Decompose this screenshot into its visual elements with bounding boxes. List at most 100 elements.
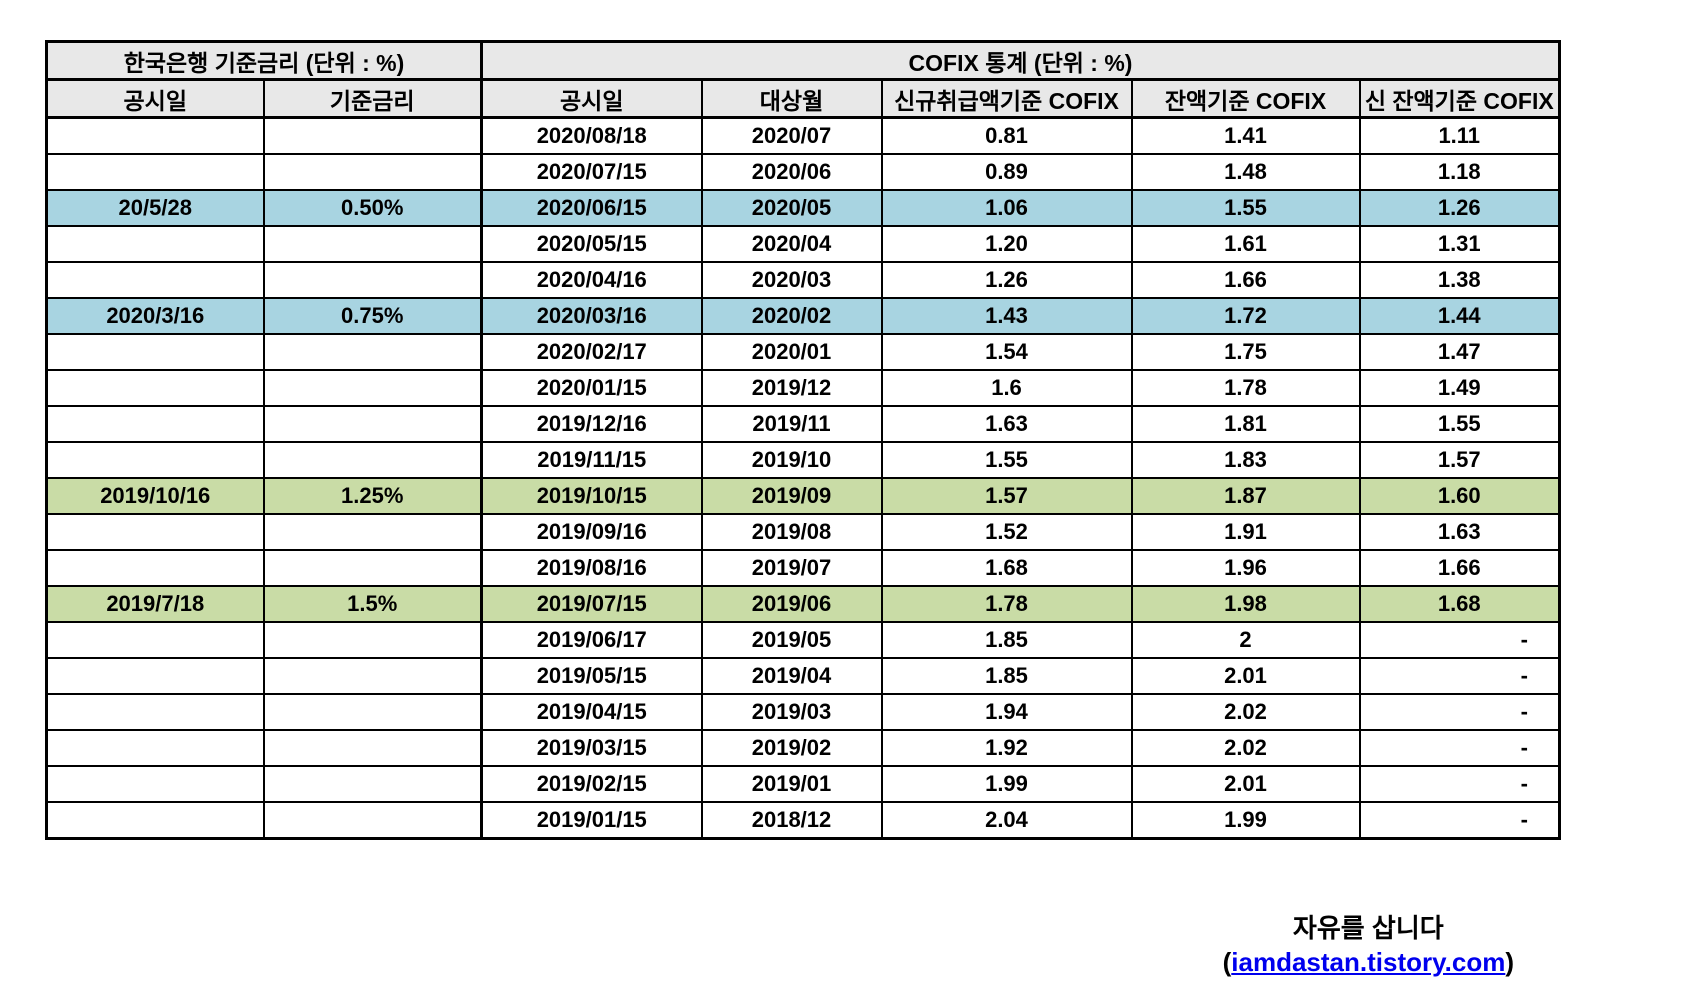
table-row: 20/5/28 0.50% 2020/06/15 2020/05 1.06 1.… xyxy=(45,189,1561,227)
cell-bok-announce-date: 20/5/28 xyxy=(45,189,265,227)
cell-cofix-announce-date: 2020/08/18 xyxy=(480,116,703,155)
cell-cofix-announce-date: 2020/02/17 xyxy=(480,333,703,371)
col-header-base-rate: 기준금리 xyxy=(262,78,483,119)
cell-base-rate xyxy=(262,405,483,443)
bok-base-rate-title: 한국은행 기준금리 (단위 : %) xyxy=(45,40,483,81)
cell-target-month: 2019/11 xyxy=(700,405,883,443)
cell-base-rate xyxy=(262,333,483,371)
cell-balance-cofix: 1.98 xyxy=(1130,585,1361,623)
cell-bok-announce-date xyxy=(45,333,265,371)
cell-new-balance-cofix: 1.11 xyxy=(1358,116,1561,155)
cell-cofix-announce-date: 2020/03/16 xyxy=(480,297,703,335)
cell-target-month: 2020/07 xyxy=(700,116,883,155)
table-row: 2019/04/15 2019/03 1.94 2.02 - xyxy=(45,693,1561,731)
cell-base-rate xyxy=(262,153,483,191)
cell-new-balance-cofix: 1.44 xyxy=(1358,297,1561,335)
footer: 자유를 삽니다 (iamdastan.tistory.com) xyxy=(1223,912,1514,980)
column-header-row: 공시일 기준금리 공시일 대상월 신규취급액기준 COFIX 잔액기준 COFI… xyxy=(45,78,1561,119)
cell-cofix-announce-date: 2019/03/15 xyxy=(480,729,703,767)
cell-base-rate: 0.50% xyxy=(262,189,483,227)
cell-base-rate xyxy=(262,549,483,587)
col-header-balance-cofix: 잔액기준 COFIX xyxy=(1130,78,1361,119)
cell-base-rate: 1.5% xyxy=(262,585,483,623)
table-row: 2020/04/16 2020/03 1.26 1.66 1.38 xyxy=(45,261,1561,299)
table-row: 2020/01/15 2019/12 1.6 1.78 1.49 xyxy=(45,369,1561,407)
cell-new-cofix: 1.68 xyxy=(880,549,1133,587)
cell-bok-announce-date xyxy=(45,549,265,587)
cell-new-cofix: 1.6 xyxy=(880,369,1133,407)
footer-blog-link[interactable]: iamdastan.tistory.com xyxy=(1231,946,1506,977)
cell-target-month: 2019/10 xyxy=(700,441,883,479)
cell-bok-announce-date xyxy=(45,801,265,840)
table-row: 2020/07/15 2020/06 0.89 1.48 1.18 xyxy=(45,153,1561,191)
col-header-new-balance-cofix: 신 잔액기준 COFIX xyxy=(1358,78,1561,119)
table-row: 2020/3/16 0.75% 2020/03/16 2020/02 1.43 … xyxy=(45,297,1561,335)
cell-new-balance-cofix: - xyxy=(1358,657,1561,695)
cell-new-cofix: 1.94 xyxy=(880,693,1133,731)
cell-cofix-announce-date: 2019/06/17 xyxy=(480,621,703,659)
cell-base-rate xyxy=(262,441,483,479)
cell-bok-announce-date xyxy=(45,513,265,551)
cell-base-rate xyxy=(262,513,483,551)
cell-bok-announce-date: 2020/3/16 xyxy=(45,297,265,335)
table-row: 2019/09/16 2019/08 1.52 1.91 1.63 xyxy=(45,513,1561,551)
table-row: 2019/08/16 2019/07 1.68 1.96 1.66 xyxy=(45,549,1561,587)
cell-new-balance-cofix: - xyxy=(1358,801,1561,840)
cell-balance-cofix: 1.83 xyxy=(1130,441,1361,479)
cell-base-rate xyxy=(262,369,483,407)
cell-target-month: 2020/03 xyxy=(700,261,883,299)
cell-cofix-announce-date: 2019/04/15 xyxy=(480,693,703,731)
col-header-new-cofix: 신규취급액기준 COFIX xyxy=(880,78,1133,119)
cell-new-balance-cofix: 1.63 xyxy=(1358,513,1561,551)
cell-balance-cofix: 1.72 xyxy=(1130,297,1361,335)
cell-base-rate xyxy=(262,801,483,840)
cell-target-month: 2019/08 xyxy=(700,513,883,551)
cell-balance-cofix: 2.02 xyxy=(1130,729,1361,767)
cell-bok-announce-date xyxy=(45,369,265,407)
cell-new-balance-cofix: - xyxy=(1358,693,1561,731)
cell-new-cofix: 1.85 xyxy=(880,657,1133,695)
cell-base-rate xyxy=(262,621,483,659)
cell-cofix-announce-date: 2019/07/15 xyxy=(480,585,703,623)
cell-new-cofix: 1.85 xyxy=(880,621,1133,659)
table-row: 2019/10/16 1.25% 2019/10/15 2019/09 1.57… xyxy=(45,477,1561,515)
table-row: 2019/02/15 2019/01 1.99 2.01 - xyxy=(45,765,1561,803)
cell-target-month: 2019/01 xyxy=(700,765,883,803)
cell-new-cofix: 1.55 xyxy=(880,441,1133,479)
cell-target-month: 2019/02 xyxy=(700,729,883,767)
cell-new-balance-cofix: 1.26 xyxy=(1358,189,1561,227)
cofix-stats-title: COFIX 통계 (단위 : %) xyxy=(480,40,1561,81)
table-row: 2019/12/16 2019/11 1.63 1.81 1.55 xyxy=(45,405,1561,443)
cell-target-month: 2020/04 xyxy=(700,225,883,263)
cell-new-cofix: 1.78 xyxy=(880,585,1133,623)
cell-new-cofix: 0.89 xyxy=(880,153,1133,191)
cell-bok-announce-date: 2019/10/16 xyxy=(45,477,265,515)
table-row: 2020/05/15 2020/04 1.20 1.61 1.31 xyxy=(45,225,1561,263)
cell-new-balance-cofix: 1.57 xyxy=(1358,441,1561,479)
cell-balance-cofix: 1.87 xyxy=(1130,477,1361,515)
cell-target-month: 2020/05 xyxy=(700,189,883,227)
cell-balance-cofix: 1.99 xyxy=(1130,801,1361,840)
cell-new-cofix: 1.20 xyxy=(880,225,1133,263)
cell-bok-announce-date xyxy=(45,765,265,803)
cell-balance-cofix: 2 xyxy=(1130,621,1361,659)
cofix-rate-table: 한국은행 기준금리 (단위 : %) COFIX 통계 (단위 : %) 공시일… xyxy=(45,40,1561,840)
cell-balance-cofix: 1.75 xyxy=(1130,333,1361,371)
cell-balance-cofix: 1.96 xyxy=(1130,549,1361,587)
footer-link-open-paren: ( xyxy=(1222,946,1232,977)
cell-new-balance-cofix: - xyxy=(1358,765,1561,803)
cell-base-rate xyxy=(262,765,483,803)
cell-balance-cofix: 1.48 xyxy=(1130,153,1361,191)
cell-new-balance-cofix: 1.49 xyxy=(1358,369,1561,407)
cell-new-balance-cofix: 1.38 xyxy=(1358,261,1561,299)
cell-cofix-announce-date: 2019/09/16 xyxy=(480,513,703,551)
cell-balance-cofix: 1.61 xyxy=(1130,225,1361,263)
cell-new-balance-cofix: 1.60 xyxy=(1358,477,1561,515)
cell-bok-announce-date xyxy=(45,225,265,263)
cell-new-cofix: 1.92 xyxy=(880,729,1133,767)
cell-new-cofix: 2.04 xyxy=(880,801,1133,840)
cell-new-cofix: 0.81 xyxy=(880,116,1133,155)
cell-balance-cofix: 2.02 xyxy=(1130,693,1361,731)
cell-base-rate xyxy=(262,225,483,263)
cell-new-cofix: 1.63 xyxy=(880,405,1133,443)
